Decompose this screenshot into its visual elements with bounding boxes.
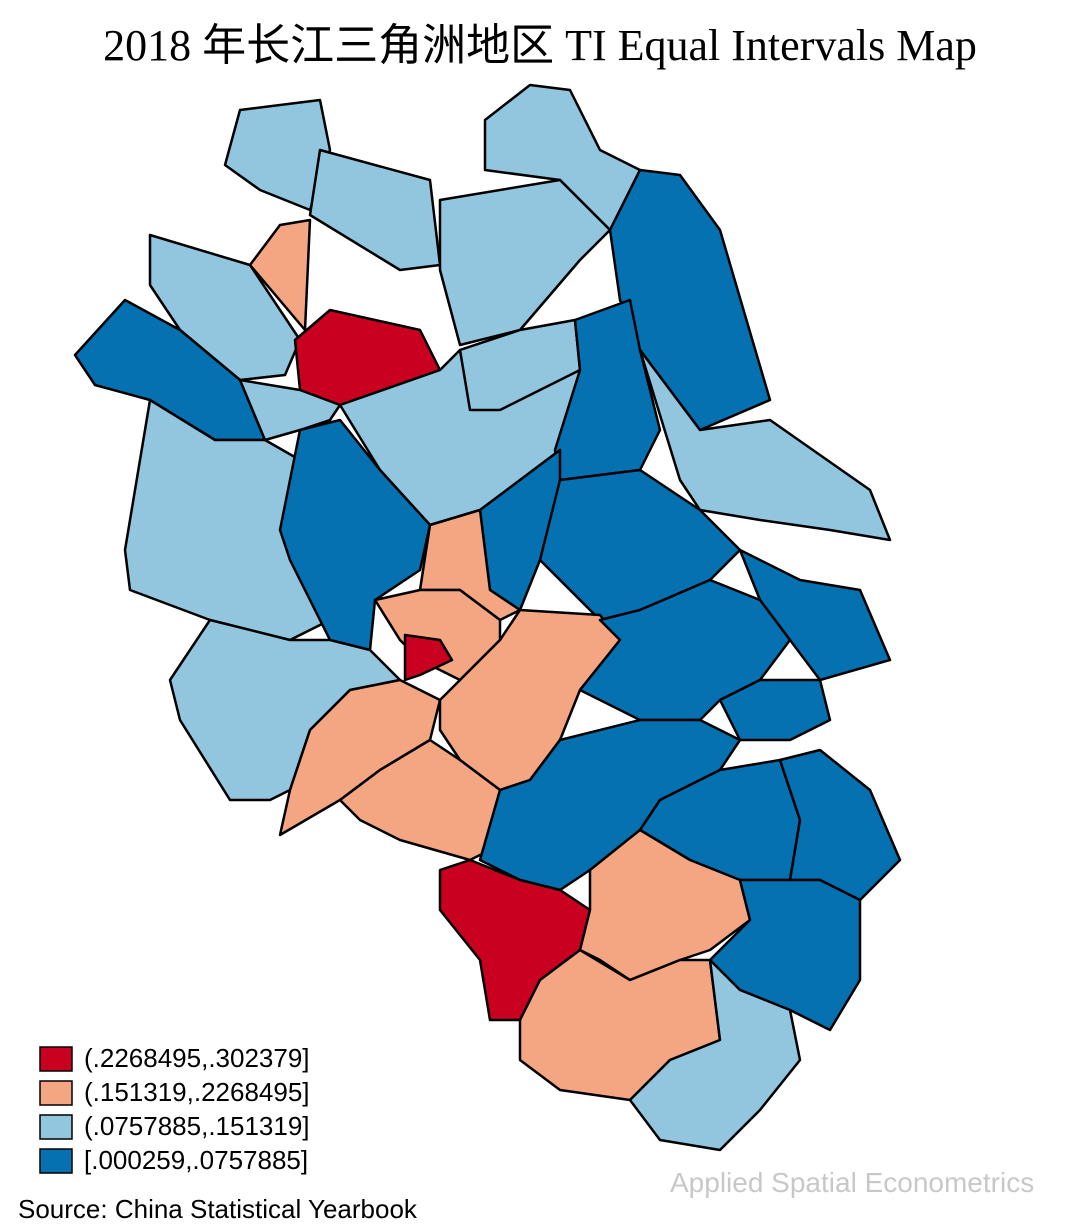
watermark: Applied Spatial Econometrics [670,1167,1034,1198]
region [278,678,442,837]
region [308,148,442,272]
legend-swatch [39,1046,73,1072]
legend-swatch [39,1114,73,1140]
region [778,748,902,902]
map-title: 2018 年长江三角洲地区 TI Equal Intervals Map [103,21,977,70]
legend-label: (.151319,.2268495] [84,1077,310,1107]
region [403,633,454,682]
region [438,178,612,347]
region [148,233,302,382]
region-layer [73,83,902,1152]
legend-swatch [39,1080,73,1106]
region [578,828,752,982]
legend-label: [.000259,.0757885] [84,1145,308,1175]
legend: (.2268495,.302379] (.151319,.2268495] (.07… [39,1043,310,1175]
legend-label: (.0757885,.151319] [84,1111,310,1141]
legend-swatch [39,1148,73,1174]
region [628,958,802,1152]
source-note: Source: China Statistical Yearbook [18,1194,418,1224]
legend-label: (.2268495,.302379] [84,1043,310,1073]
region [638,348,892,542]
